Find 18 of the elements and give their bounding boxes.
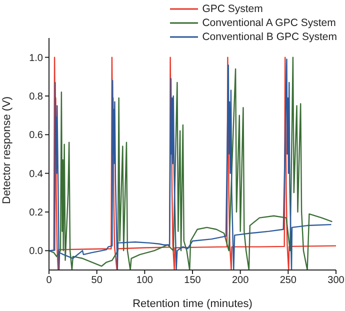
- x-tick-label: 300: [328, 275, 345, 286]
- x-axis-title: Retention time (minutes): [132, 298, 252, 310]
- legend-label: GPC System: [202, 3, 263, 15]
- x-tick-label: 100: [136, 275, 154, 286]
- x-tick-label: 0: [46, 275, 52, 286]
- legend-label: Conventional B GPC System: [202, 31, 337, 43]
- x-tick-label: 50: [91, 275, 103, 286]
- y-tick-label: 0.2: [29, 208, 44, 219]
- y-tick-label: 1.0: [29, 52, 44, 64]
- y-tick-label: 0.8: [29, 92, 44, 103]
- y-tick-label: 0.6: [29, 130, 44, 142]
- y-axis-title: Detector response (V): [0, 96, 13, 204]
- x-tick-label: 200: [232, 275, 250, 286]
- x-tick-label: 150: [184, 275, 202, 286]
- x-tick-label: 250: [280, 275, 297, 286]
- y-tick-label: 0.4: [29, 168, 44, 180]
- legend-label: Conventional A GPC System: [202, 17, 336, 29]
- y-tick-label: 0.0: [29, 246, 44, 258]
